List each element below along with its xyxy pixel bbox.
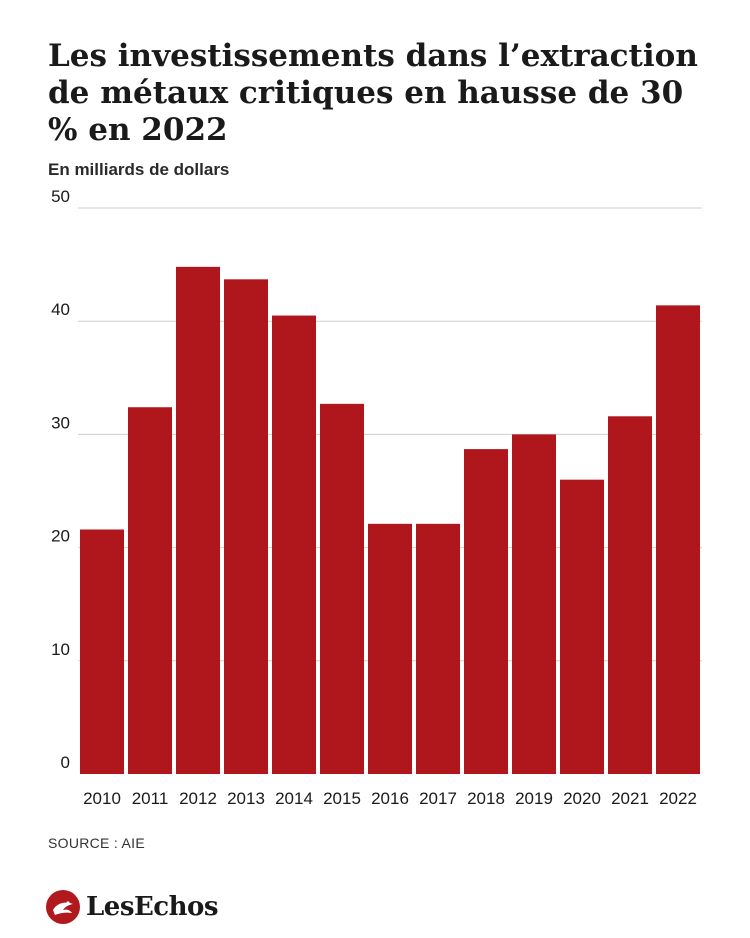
bar-2018 (464, 449, 508, 774)
y-tick-label: 30 (51, 413, 70, 432)
bar-2016 (368, 523, 412, 774)
bar-2017 (416, 523, 460, 774)
y-axis-ticks: 0 10 20 30 40 50 (51, 190, 70, 772)
logo-text: LesEchos (86, 892, 219, 922)
x-tick-label: 2011 (132, 789, 169, 808)
bar-2022 (656, 305, 700, 774)
x-tick-label: 2017 (419, 789, 457, 808)
chart-title: Les investissements dans l’extraction de… (48, 38, 698, 148)
x-axis-ticks: 2010 2011 2012 2013 2014 2015 2016 2017 2018 2019… (83, 789, 697, 808)
bar-2019 (512, 434, 556, 774)
bar-2021 (608, 416, 652, 774)
x-tick-label: 2010 (83, 789, 121, 808)
chart-subtitle: En milliards de dollars (48, 160, 230, 179)
x-tick-label: 2022 (659, 789, 697, 808)
bar-2013 (224, 279, 268, 774)
y-tick-label: 20 (51, 527, 70, 546)
x-tick-label: 2019 (515, 789, 553, 808)
y-tick-label: 40 (51, 300, 70, 319)
x-tick-label: 2013 (227, 789, 265, 808)
x-tick-label: 2012 (179, 789, 217, 808)
bar-2014 (272, 315, 316, 774)
bar-2010 (80, 529, 124, 774)
bar-2020 (560, 479, 604, 774)
x-tick-label: 2016 (371, 789, 409, 808)
x-tick-label: 2020 (563, 789, 601, 808)
bars (80, 266, 700, 774)
source-note: SOURCE : AIE (48, 835, 145, 851)
bar-2012 (176, 266, 220, 774)
y-tick-label: 0 (61, 753, 70, 772)
bar-chart: 0 10 20 30 40 50 2010 2011 2012 2013 2014 2015 2016… (51, 190, 702, 808)
logo-mark-icon (46, 890, 80, 924)
x-tick-label: 2021 (611, 789, 649, 808)
x-tick-label: 2018 (467, 789, 505, 808)
bar-2015 (320, 403, 364, 774)
x-tick-label: 2015 (323, 789, 361, 808)
x-tick-label: 2014 (275, 789, 313, 808)
les-echos-logo: LesEchos (46, 890, 219, 924)
y-tick-label: 10 (51, 640, 70, 659)
y-tick-label: 50 (51, 190, 70, 206)
bar-2011 (128, 407, 172, 774)
